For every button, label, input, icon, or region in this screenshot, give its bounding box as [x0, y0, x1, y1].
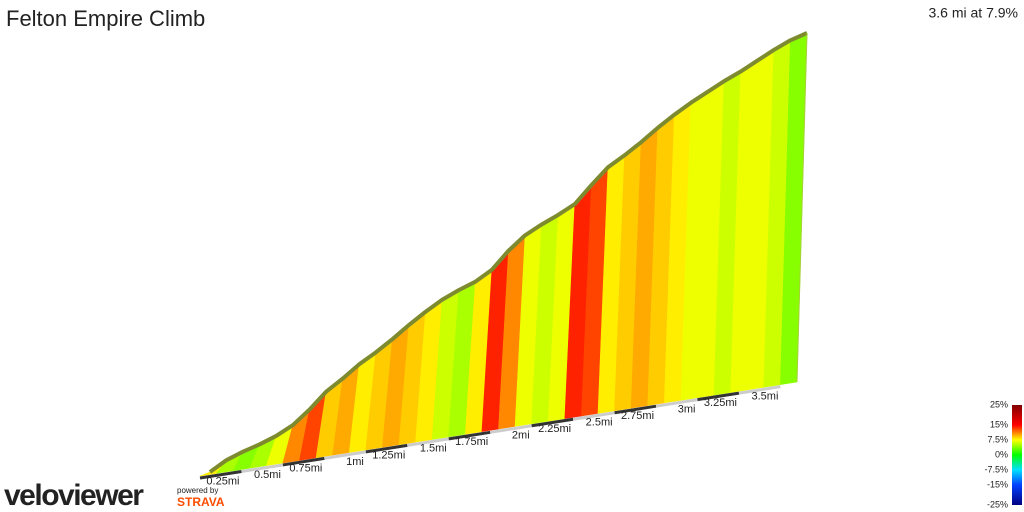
color-bar: [1012, 405, 1022, 505]
color-tick-label: 7.5%: [987, 434, 1008, 444]
x-tick-label: 2mi: [512, 430, 530, 442]
x-tick-label: 1.75mi: [455, 436, 488, 448]
axis-segment: [199, 469, 242, 480]
powered-by: powered by: [177, 486, 218, 495]
axis-segment: [282, 456, 325, 467]
strava-logo: STRAVA: [177, 495, 225, 509]
x-tick-label: 1.25mi: [372, 449, 405, 461]
axis-segment: [738, 385, 781, 395]
axis-segment: [531, 417, 574, 428]
color-tick-label: -25%: [987, 499, 1008, 509]
axis-segment: [241, 463, 284, 473]
axis-segment: [572, 411, 615, 421]
axis-segment: [697, 391, 740, 402]
chart-title: Felton Empire Climb: [6, 6, 205, 31]
axis-segment: [324, 450, 367, 460]
color-tick-label: 15%: [990, 419, 1008, 429]
x-tick-label: 3.5mi: [752, 391, 779, 403]
axis-segment: [448, 430, 491, 441]
color-tick-label: 0%: [995, 449, 1008, 459]
end-edge: [796, 32, 808, 383]
ridge-line: [208, 31, 808, 474]
x-tick-label: 1.5mi: [420, 443, 447, 455]
axis-segment: [655, 398, 698, 408]
x-tick-label: 2.25mi: [538, 423, 571, 435]
color-tick-label: 25%: [990, 399, 1008, 409]
color-tick-label: -7.5%: [984, 464, 1008, 474]
x-tick-label: 2.5mi: [586, 417, 613, 429]
axis-segment: [614, 404, 657, 415]
axis-segment: [365, 443, 408, 454]
color-tick-label: -15%: [987, 479, 1008, 489]
x-tick-label: 2.75mi: [621, 410, 654, 422]
brand-logo: veloviewer: [4, 479, 144, 512]
x-tick-label: 0.25mi: [206, 475, 239, 487]
axis-segment: [489, 424, 532, 434]
x-tick-label: 3.25mi: [704, 397, 737, 409]
x-tick-label: 3mi: [678, 404, 696, 416]
chart-subtitle: 3.6 mi at 7.9%: [929, 5, 1019, 21]
x-tick-label: 0.5mi: [254, 469, 281, 481]
x-tick-label: 1mi: [346, 456, 364, 468]
x-tick-label: 0.75mi: [289, 462, 322, 474]
axis-segment: [407, 437, 449, 447]
